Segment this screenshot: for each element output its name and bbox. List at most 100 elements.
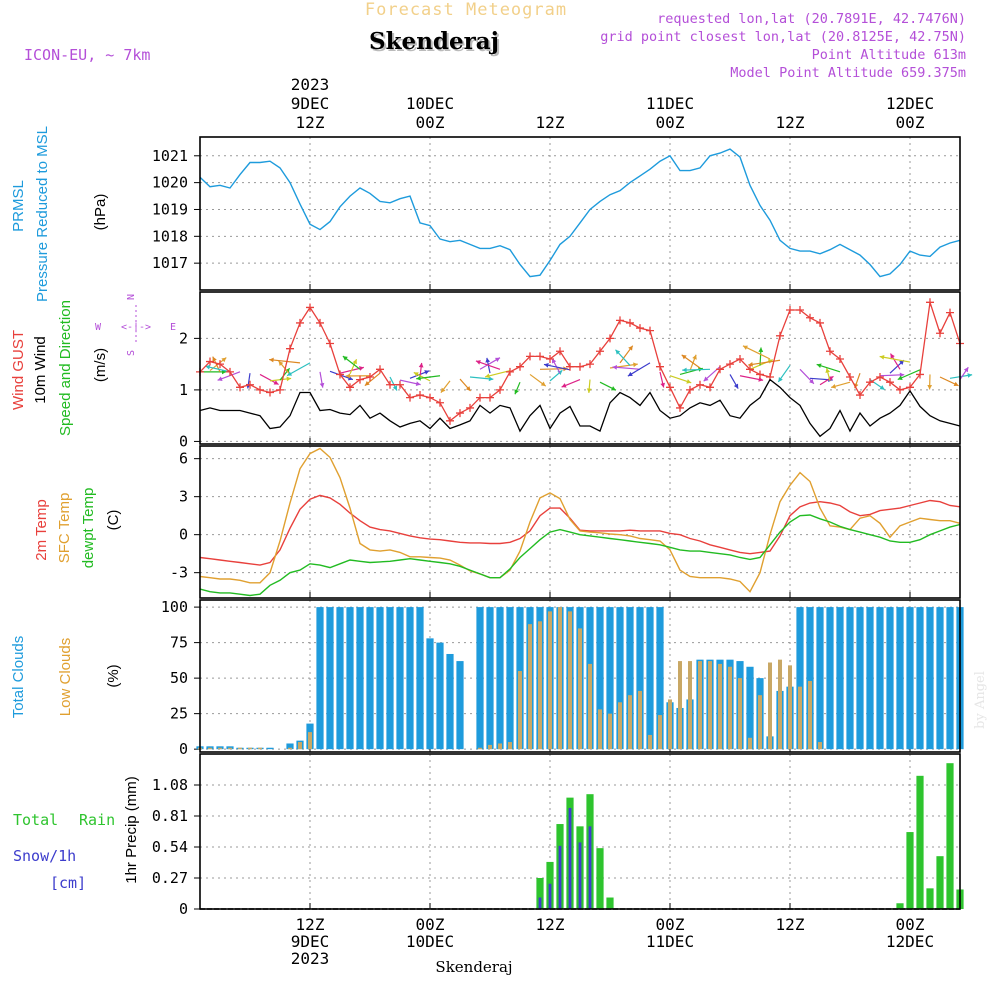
- wind-arrow-head: [686, 379, 692, 384]
- total-cloud-bar: [946, 607, 954, 750]
- top-time-label: 00Z: [896, 113, 925, 132]
- gust-marker: [896, 385, 904, 394]
- wind-arrow-head: [816, 363, 822, 369]
- total-cloud-bar: [856, 607, 864, 750]
- total-cloud-bar: [406, 607, 414, 750]
- total-cloud-bar: [646, 607, 654, 750]
- wind-direction-arrow: [879, 355, 911, 363]
- total-cloud-bar: [416, 607, 424, 750]
- gust-marker: [636, 324, 644, 333]
- gust-marker: [216, 360, 224, 369]
- y-tick-label: 0: [179, 526, 188, 544]
- wind-arrow-head: [879, 354, 885, 360]
- wind-direction-arrow: [543, 363, 571, 371]
- rain-bar: [916, 775, 924, 909]
- total-cloud-bar: [316, 607, 324, 750]
- gust-marker: [776, 331, 784, 340]
- low-cloud-bar: [608, 713, 612, 750]
- wind-arrow-head: [561, 383, 567, 388]
- wind-direction-arrow: [682, 368, 711, 371]
- gust-marker: [256, 385, 264, 394]
- y-tick-label: 1020: [152, 174, 188, 192]
- low-cloud-bar: [578, 628, 582, 750]
- low-cloud-bar: [518, 671, 522, 750]
- total-cloud-bar: [456, 661, 464, 750]
- temp-label-sfc: SFC Temp: [56, 493, 73, 564]
- low-cloud-bar: [718, 663, 722, 750]
- total-cloud-bar: [326, 607, 334, 750]
- low-cloud-bar: [778, 659, 782, 750]
- y-tick-label: 0.54: [152, 838, 188, 856]
- gust-marker: [356, 375, 364, 384]
- low-cloud-bar: [208, 747, 212, 750]
- gust-marker: [456, 409, 464, 418]
- temp-panel-labels: 2m Temp SFC Temp dewpt Temp (C): [33, 488, 122, 569]
- total-cloud-bar: [496, 607, 504, 750]
- y-tick-label: 50: [170, 669, 188, 687]
- wind-arrow-head: [345, 373, 351, 379]
- wind-arrow-head: [269, 357, 274, 363]
- wind-arrow-head: [627, 371, 633, 377]
- gust-marker: [286, 344, 294, 353]
- y-tick-label: 1018: [152, 227, 188, 245]
- total-cloud-bar: [396, 607, 404, 750]
- wind-label-gust: Wind GUST: [10, 330, 27, 410]
- total-cloud-bar: [436, 642, 444, 750]
- panel-frame: [199, 599, 961, 753]
- gust-marker: [486, 393, 494, 402]
- wind-arrow-head: [342, 356, 348, 361]
- y-tick-label: 75: [170, 634, 188, 652]
- low-cloud-bar: [238, 747, 242, 750]
- low-cloud-bar: [478, 747, 482, 750]
- top-time-label: 12Z: [536, 113, 565, 132]
- wind-arrow-head: [953, 381, 959, 387]
- gust-marker: [226, 367, 234, 376]
- total-cloud-bar: [446, 653, 454, 750]
- panel-frame: [199, 753, 961, 910]
- meteogram-subtitle: Forecast Meteogram: [365, 0, 567, 20]
- cloud-label-low: Low Clouds: [57, 638, 74, 716]
- gust-marker: [296, 318, 304, 327]
- top-time-label: 12DEC: [886, 94, 934, 113]
- gust-line: [199, 302, 961, 422]
- dewpt-temp-line: [199, 514, 961, 597]
- gust-marker: [866, 378, 874, 387]
- low-cloud-bar: [698, 661, 702, 750]
- gust-marker: [916, 370, 924, 379]
- precip-label-rain: Rain: [79, 811, 115, 829]
- total-cloud-bar: [346, 607, 354, 750]
- gust-marker: [826, 347, 834, 356]
- top-time-label: 10DEC: [406, 94, 454, 113]
- compass-west: W: [95, 322, 102, 333]
- wind-arrow-head: [488, 376, 494, 382]
- y-tick-label: 0.81: [152, 807, 188, 825]
- low-cloud-bar: [628, 695, 632, 750]
- wind-unit: (m/s): [92, 348, 109, 382]
- rain-bar: [606, 897, 614, 909]
- wind-arrow-head: [660, 382, 666, 388]
- gust-marker: [496, 385, 504, 394]
- gust-marker: [206, 357, 214, 366]
- gust-marker: [526, 352, 534, 361]
- wind-arrow-head: [692, 354, 697, 360]
- gust-marker: [426, 393, 434, 402]
- bottom-time-label: 2023: [291, 949, 330, 968]
- gust-marker: [536, 352, 544, 361]
- wind-arrow-head: [465, 386, 471, 391]
- gust-marker: [926, 298, 934, 307]
- low-cloud-bar: [568, 611, 572, 750]
- gust-marker: [606, 334, 614, 343]
- wind-arrow-head: [413, 372, 419, 377]
- gust-marker: [716, 365, 724, 374]
- temp-label-2m: 2m Temp: [33, 499, 50, 560]
- total-cloud-bar: [906, 607, 914, 750]
- total-cloud-bar: [506, 607, 514, 750]
- y-tick-label: 25: [170, 705, 188, 723]
- low-cloud-bar: [498, 743, 502, 750]
- gust-marker: [816, 318, 824, 327]
- compass-east: E: [170, 322, 176, 333]
- wind-arrow-head: [485, 357, 491, 363]
- wind-arrow-head: [633, 362, 638, 368]
- wind-arrow-head: [742, 345, 748, 350]
